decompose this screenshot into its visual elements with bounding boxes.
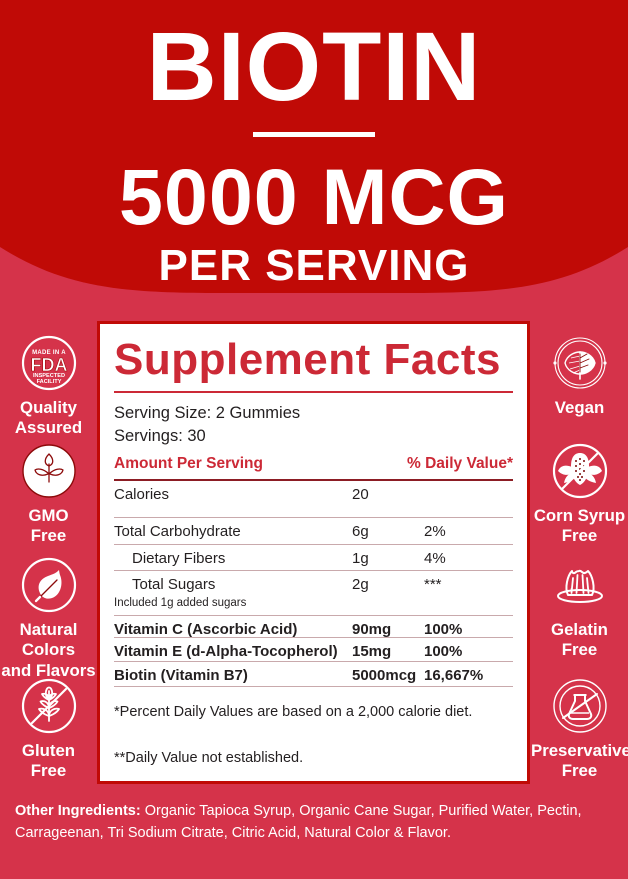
- svg-text:FDA: FDA: [30, 355, 67, 375]
- svg-text:FACILITY: FACILITY: [36, 379, 61, 385]
